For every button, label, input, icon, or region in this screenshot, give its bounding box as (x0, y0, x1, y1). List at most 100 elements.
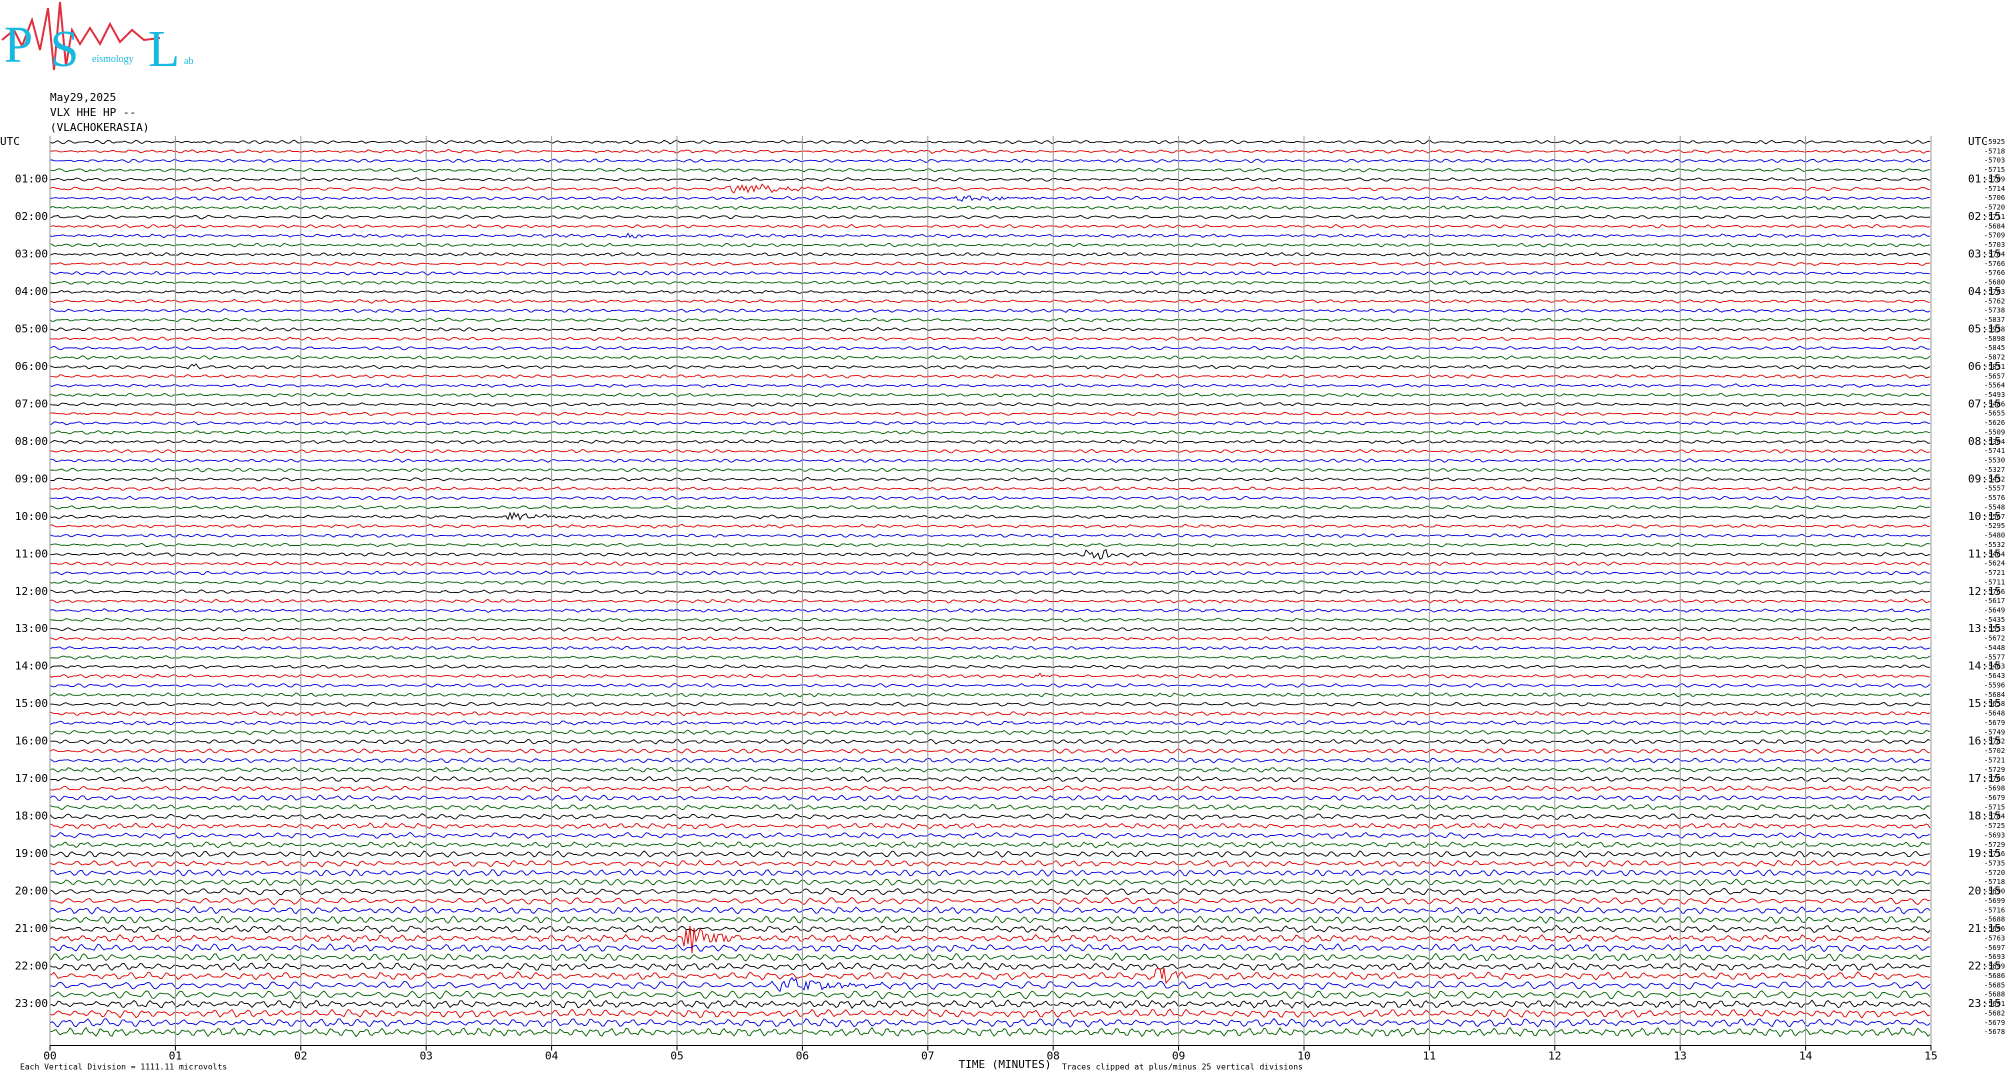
logo-letter: P (4, 17, 33, 74)
logo: P S L eismology ab (1, 1, 193, 78)
trace (49, 1026, 1931, 1038)
trace (49, 776, 1931, 783)
left-time-label: 14:00 (15, 660, 48, 673)
x-tick-label: 12 (1548, 1050, 1561, 1063)
trace-offset: -5762 (1984, 297, 2005, 305)
trace-offset: -5696 (1984, 925, 2005, 933)
left-time-label: 12:00 (15, 585, 48, 598)
logo-word: eismology (92, 54, 134, 65)
trace-offset: -5327 (1984, 466, 2005, 474)
right-time-label: 05:15 (1968, 322, 2001, 335)
trace (49, 672, 1931, 679)
trace-offset: -5295 (1984, 522, 2005, 530)
x-tick-label: 13 (1674, 1050, 1687, 1063)
trace (49, 850, 1931, 858)
x-tick-label: 10 (1297, 1050, 1310, 1063)
left-time-label: 09:00 (15, 472, 48, 485)
left-time-label: 19:00 (15, 847, 48, 860)
clip-note: Traces clipped at plus/minus 25 vertical… (1062, 1063, 1303, 1072)
trace (49, 402, 1930, 407)
left-time-label: 16:00 (15, 735, 48, 748)
trace-offset: -5686 (1984, 972, 2005, 980)
x-tick-label: 01 (169, 1050, 182, 1063)
trace-offset: -5721 (1984, 569, 2005, 577)
trace (49, 701, 1931, 707)
trace-offset: -5831 (1984, 363, 2005, 371)
left-time-label: UTC (0, 135, 20, 148)
trace (49, 308, 1931, 313)
trace (49, 617, 1931, 623)
trace (49, 636, 1931, 642)
trace (49, 813, 1931, 820)
trace-offset: -5716 (1984, 906, 2005, 914)
trace (49, 998, 1931, 1010)
trace-offset: -5577 (1984, 653, 2005, 661)
trace (49, 943, 1931, 953)
trace (49, 542, 1931, 548)
logo-letter: L (148, 21, 180, 78)
x-tick-label: 02 (294, 1050, 307, 1063)
trace (49, 523, 1931, 529)
trace (49, 242, 1931, 248)
trace (49, 961, 1931, 972)
trace (49, 757, 1931, 764)
trace-offset: -5709 (1984, 175, 2005, 183)
trace-offset: -5766 (1984, 588, 2005, 596)
trace (49, 511, 1931, 521)
trace (49, 495, 1931, 501)
trace (49, 645, 1931, 651)
x-tick-label: 06 (796, 1050, 809, 1063)
right-time-label: 23:15 (1968, 997, 2001, 1010)
trace-offset: -5784 (1984, 813, 2005, 821)
right-time-label: 17:15 (1968, 772, 2001, 785)
trace (49, 345, 1931, 351)
right-time-label: 03:15 (1968, 247, 2001, 260)
trace (49, 803, 1931, 811)
location: (VLACHOKERASIA) (50, 121, 149, 134)
trace-offset: -5448 (1984, 644, 2005, 652)
trace (49, 822, 1931, 830)
right-time-label: 08:15 (1968, 435, 2001, 448)
trace-offset: -5435 (1984, 616, 2005, 624)
trace-offset: -5872 (1984, 354, 2005, 362)
right-time-label: 10:15 (1968, 510, 2001, 523)
trace-offset: -5738 (1984, 307, 2005, 315)
trace-offset: -5690 (1984, 888, 2005, 896)
trace-offset: -5564 (1984, 382, 2005, 390)
trace (49, 363, 1931, 370)
trace (49, 967, 1931, 985)
trace-offset: -5679 (1984, 1019, 2005, 1027)
trace-offset: -5718 (1984, 878, 2005, 886)
trace-offset: -5548 (1984, 503, 2005, 511)
trace (49, 439, 1931, 445)
trace (49, 664, 1930, 670)
trace-offset: -5679 (1984, 719, 2005, 727)
left-time-label: 06:00 (15, 360, 48, 373)
trace-offset: -5709 (1984, 232, 2005, 240)
trace (49, 167, 1931, 173)
right-time-label: 07:15 (1968, 397, 2001, 410)
trace-offset: -5626 (1984, 419, 2005, 427)
trace (49, 139, 1931, 145)
trace-offset: -5304 (1984, 438, 2005, 446)
trace-offset: -5718 (1984, 147, 2005, 155)
trace (49, 977, 1931, 993)
trace (49, 925, 1931, 954)
right-time-label: 11:15 (1968, 547, 2001, 560)
left-time-label: 23:00 (15, 997, 48, 1010)
trace (49, 626, 1931, 632)
left-time-label: 02:00 (15, 210, 48, 223)
trace-offset: -5658 (1984, 700, 2005, 708)
trace-offset: -5643 (1984, 672, 2005, 680)
x-tick-label: 15 (1924, 1050, 1937, 1063)
trace (49, 205, 1930, 210)
trace-offset: -5680 (1984, 279, 2005, 287)
trace (49, 214, 1931, 220)
trace (49, 738, 1931, 745)
trace-offset: -5741 (1984, 447, 2005, 455)
left-time-label: 07:00 (15, 397, 48, 410)
trace (49, 383, 1931, 388)
trace-offset: -5837 (1984, 316, 2005, 324)
x-axis-title: TIME (MINUTES) (959, 1058, 1052, 1071)
